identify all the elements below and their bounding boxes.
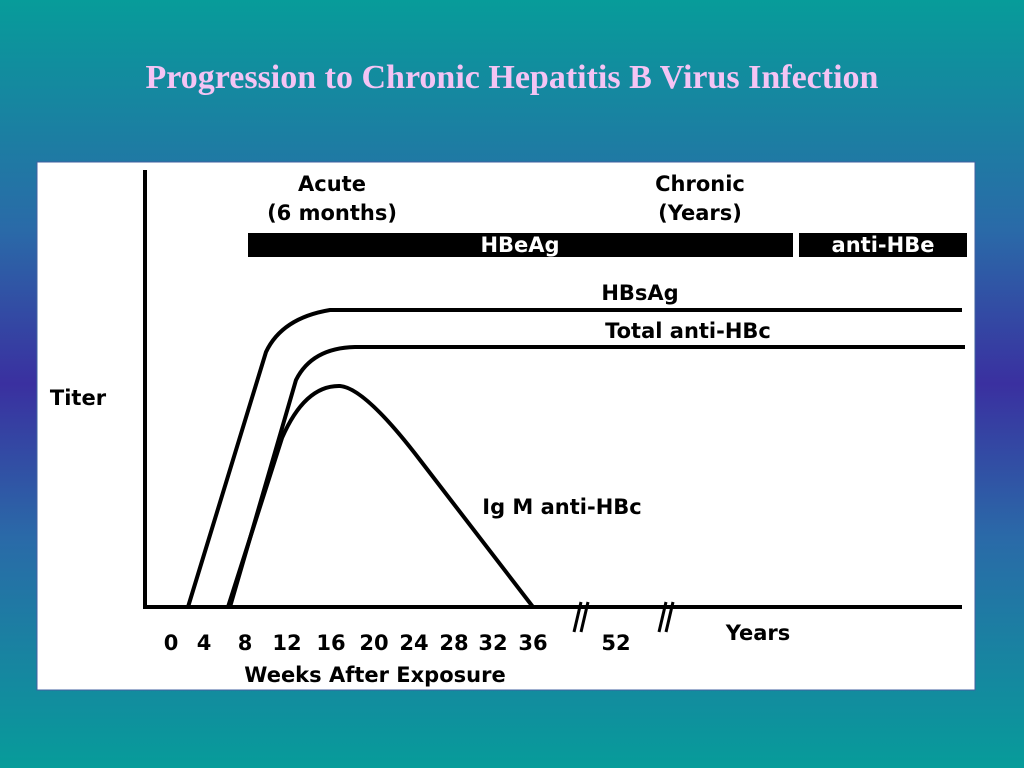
slide-title: Progression to Chronic Hepatitis B Virus… <box>146 59 879 96</box>
x-tick-label: 8 <box>238 631 253 655</box>
phase-detail: (6 months) <box>267 201 397 225</box>
curve-label: Ig M anti-HBc <box>482 495 641 519</box>
x-tick-label: 24 <box>399 631 428 655</box>
phase-label: Acute <box>298 172 366 196</box>
x-tick-label: 36 <box>518 631 547 655</box>
phase-detail: (Years) <box>658 201 742 225</box>
x-tick-label: 0 <box>164 631 179 655</box>
curve-label: HBsAg <box>601 281 678 305</box>
x-tick-label: 52 <box>601 631 630 655</box>
x-tick-label: 16 <box>316 631 345 655</box>
igm-anti-hbc-curve <box>226 383 535 609</box>
bar-label: HBeAg <box>480 233 559 257</box>
x-tick-labels: 0 4 8 12 16 20 24 28 32 36 52 <box>164 631 631 655</box>
hbsag-curve <box>186 308 962 608</box>
x-tick-label: 32 <box>478 631 507 655</box>
anti-hbe-bar <box>799 233 967 257</box>
x-tick-label: 12 <box>272 631 301 655</box>
x-axis-label: Weeks After Exposure <box>244 663 505 687</box>
phase-label: Chronic <box>655 172 745 196</box>
axis-breaks <box>572 601 675 633</box>
curve-label: Total anti-HBc <box>605 319 771 343</box>
x-tick-label: 4 <box>197 631 212 655</box>
total-anti-hbc-curve <box>228 345 965 608</box>
x-tick-label: 20 <box>359 631 388 655</box>
x-unit-label: Years <box>725 621 791 645</box>
x-tick-label: 28 <box>439 631 468 655</box>
bar-label: anti-HBe <box>832 233 935 257</box>
hbeag-bar <box>248 233 793 257</box>
y-axis-label: Titer <box>50 386 107 410</box>
